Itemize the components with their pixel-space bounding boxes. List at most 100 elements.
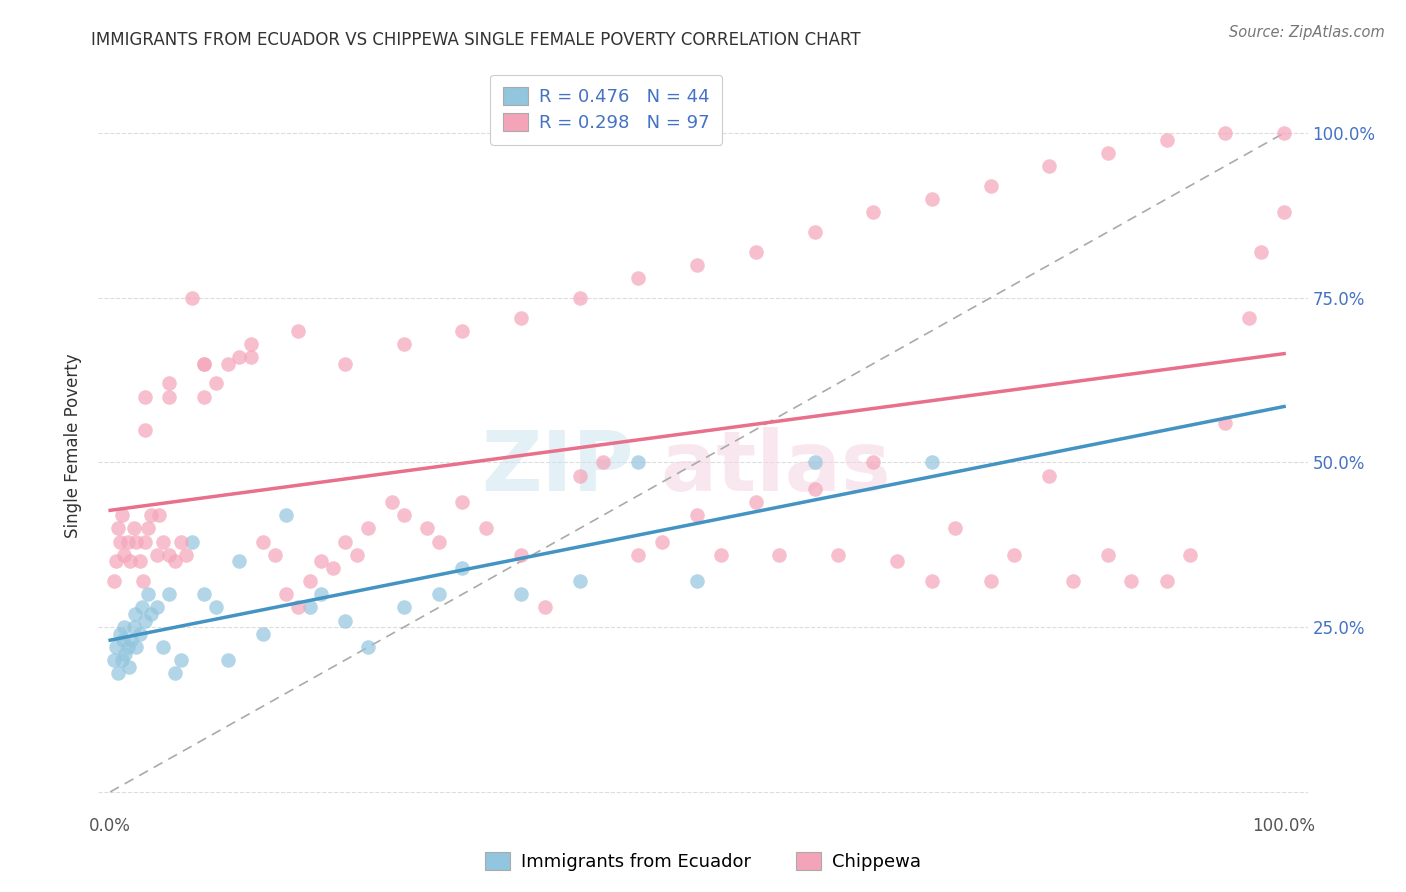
Point bbox=[217, 653, 239, 667]
Point bbox=[134, 390, 156, 404]
Point bbox=[228, 350, 250, 364]
Point bbox=[240, 350, 263, 364]
Point bbox=[117, 640, 139, 654]
Point bbox=[193, 587, 215, 601]
Point bbox=[217, 357, 239, 371]
Text: Source: ZipAtlas.com: Source: ZipAtlas.com bbox=[1229, 25, 1385, 40]
Point bbox=[240, 336, 263, 351]
Point bbox=[322, 561, 344, 575]
Point bbox=[141, 607, 163, 621]
Point bbox=[451, 324, 474, 338]
Point bbox=[157, 587, 180, 601]
Point bbox=[125, 640, 148, 654]
Point bbox=[117, 534, 139, 549]
Point bbox=[131, 600, 153, 615]
Point bbox=[357, 521, 380, 535]
Point bbox=[134, 534, 156, 549]
Point bbox=[111, 653, 134, 667]
Point bbox=[627, 271, 650, 285]
Point bbox=[276, 508, 298, 523]
Point bbox=[114, 647, 136, 661]
Point bbox=[803, 455, 825, 469]
Point bbox=[803, 225, 825, 239]
Text: ZIP: ZIP bbox=[482, 427, 634, 508]
Point bbox=[651, 534, 673, 549]
Point bbox=[533, 600, 555, 615]
Point bbox=[592, 455, 614, 469]
Point bbox=[122, 521, 145, 535]
Point bbox=[146, 548, 169, 562]
Text: atlas: atlas bbox=[661, 427, 891, 508]
Point bbox=[1062, 574, 1084, 588]
Point bbox=[298, 574, 321, 588]
Point bbox=[263, 548, 285, 562]
Point bbox=[169, 653, 191, 667]
Point bbox=[980, 178, 1002, 193]
Point bbox=[1097, 145, 1119, 160]
Point bbox=[108, 627, 131, 641]
Point bbox=[108, 534, 131, 549]
Point bbox=[1272, 126, 1295, 140]
Point bbox=[475, 521, 498, 535]
Point bbox=[128, 554, 150, 568]
Point bbox=[451, 561, 474, 575]
Point bbox=[921, 574, 943, 588]
Point bbox=[392, 600, 415, 615]
Point bbox=[287, 600, 309, 615]
Point bbox=[945, 521, 967, 535]
Point bbox=[120, 633, 142, 648]
Point bbox=[152, 534, 174, 549]
Point bbox=[122, 620, 145, 634]
Point bbox=[193, 357, 215, 371]
Point bbox=[510, 310, 533, 325]
Point bbox=[124, 607, 146, 621]
Point bbox=[298, 600, 321, 615]
Point bbox=[1156, 574, 1178, 588]
Point bbox=[103, 653, 125, 667]
Point bbox=[252, 534, 274, 549]
Point bbox=[107, 666, 129, 681]
Point bbox=[357, 640, 380, 654]
Point bbox=[112, 548, 135, 562]
Point bbox=[510, 587, 533, 601]
Point bbox=[803, 482, 825, 496]
Point bbox=[886, 554, 908, 568]
Point bbox=[416, 521, 439, 535]
Point bbox=[827, 548, 849, 562]
Point bbox=[1002, 548, 1025, 562]
Point bbox=[157, 548, 180, 562]
Point bbox=[176, 548, 198, 562]
Point bbox=[451, 495, 474, 509]
Point bbox=[103, 574, 125, 588]
Point bbox=[252, 627, 274, 641]
Point bbox=[568, 468, 591, 483]
Point bbox=[1250, 244, 1272, 259]
Point bbox=[745, 244, 768, 259]
Point bbox=[163, 666, 186, 681]
Point bbox=[1215, 126, 1237, 140]
Point bbox=[105, 640, 128, 654]
Point bbox=[125, 534, 148, 549]
Point bbox=[1121, 574, 1143, 588]
Point bbox=[1272, 205, 1295, 219]
Legend: Immigrants from Ecuador, Chippewa: Immigrants from Ecuador, Chippewa bbox=[478, 846, 928, 879]
Point bbox=[1156, 132, 1178, 146]
Text: IMMIGRANTS FROM ECUADOR VS CHIPPEWA SINGLE FEMALE POVERTY CORRELATION CHART: IMMIGRANTS FROM ECUADOR VS CHIPPEWA SING… bbox=[91, 31, 860, 49]
Point bbox=[146, 600, 169, 615]
Point bbox=[1097, 548, 1119, 562]
Point bbox=[333, 534, 356, 549]
Point bbox=[204, 600, 226, 615]
Point bbox=[228, 554, 250, 568]
Point bbox=[193, 390, 215, 404]
Point bbox=[392, 508, 415, 523]
Point bbox=[148, 508, 170, 523]
Point bbox=[136, 521, 159, 535]
Point bbox=[157, 376, 180, 391]
Point bbox=[118, 659, 141, 673]
Point bbox=[1237, 310, 1260, 325]
Point bbox=[311, 554, 333, 568]
Point bbox=[627, 455, 650, 469]
Point bbox=[768, 548, 790, 562]
Point bbox=[568, 574, 591, 588]
Point bbox=[112, 620, 135, 634]
